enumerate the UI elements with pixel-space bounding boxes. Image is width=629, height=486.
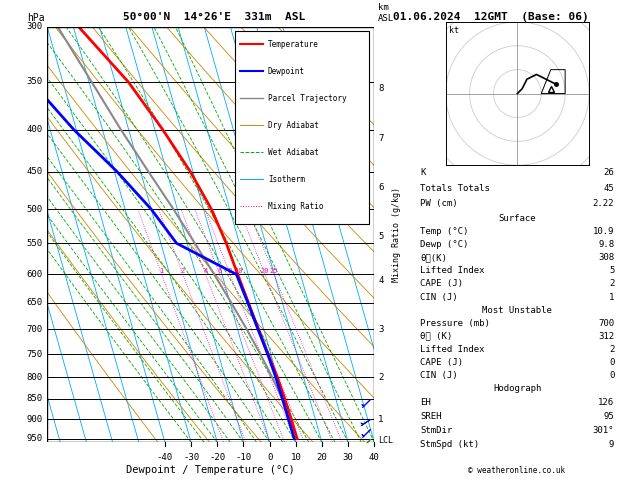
Text: 301°: 301° [593,426,615,435]
Text: 308: 308 [598,253,615,262]
Text: 950: 950 [26,434,42,443]
Text: 700: 700 [598,319,615,328]
Text: 0: 0 [267,452,272,462]
Text: 1: 1 [609,293,615,302]
Text: Hodograph: Hodograph [493,384,542,393]
Text: θᴜ (K): θᴜ (K) [420,331,453,341]
Text: StmSpd (kt): StmSpd (kt) [420,440,479,450]
Text: 20: 20 [316,452,327,462]
Text: LCL: LCL [378,436,393,445]
Text: 312: 312 [598,331,615,341]
Text: Wet Adiabat: Wet Adiabat [268,148,319,157]
Text: Temperature: Temperature [268,40,319,49]
Text: 9: 9 [609,440,615,450]
Text: CIN (J): CIN (J) [420,293,458,302]
Text: 10: 10 [234,268,243,275]
Text: 01.06.2024  12GMT  (Base: 06): 01.06.2024 12GMT (Base: 06) [392,12,589,22]
Text: CIN (J): CIN (J) [420,370,458,380]
Text: 6: 6 [218,268,222,275]
Text: Mixing Ratio (g/kg): Mixing Ratio (g/kg) [392,187,401,282]
Text: 5: 5 [378,232,384,241]
Text: 2: 2 [609,345,615,354]
Text: 2: 2 [181,268,185,275]
Text: -40: -40 [157,452,173,462]
Text: 0: 0 [609,358,615,366]
Text: 30: 30 [343,452,353,462]
Text: Lifted Index: Lifted Index [420,266,485,275]
Text: 0: 0 [609,370,615,380]
Text: 4: 4 [204,268,208,275]
Text: -30: -30 [183,452,199,462]
Text: © weatheronline.co.uk: © weatheronline.co.uk [469,466,565,475]
Text: SREH: SREH [420,412,442,421]
Text: 800: 800 [26,373,42,382]
Text: 850: 850 [26,394,42,403]
Text: Lifted Index: Lifted Index [420,345,485,354]
Text: 550: 550 [26,239,42,248]
Text: 5: 5 [609,266,615,275]
Text: 500: 500 [26,205,42,214]
Text: 9.8: 9.8 [598,240,615,249]
Text: 8: 8 [378,85,384,93]
Text: Dewpoint / Temperature (°C): Dewpoint / Temperature (°C) [126,465,295,475]
Text: 10: 10 [291,452,301,462]
Text: Dewpoint: Dewpoint [268,67,305,76]
Text: CAPE (J): CAPE (J) [420,358,464,366]
Text: 26: 26 [604,169,615,177]
Text: 25: 25 [270,268,278,275]
Text: 50°00'N  14°26'E  331m  ASL: 50°00'N 14°26'E 331m ASL [123,12,305,22]
Text: 1: 1 [160,268,164,275]
Text: 20: 20 [261,268,269,275]
Text: 3: 3 [378,325,384,334]
Text: 400: 400 [26,125,42,134]
Text: PW (cm): PW (cm) [420,199,458,208]
Text: 1: 1 [378,415,384,424]
Text: hPa: hPa [28,13,45,22]
Text: -10: -10 [235,452,252,462]
Text: Pressure (mb): Pressure (mb) [420,319,490,328]
Text: Parcel Trajectory: Parcel Trajectory [268,94,347,103]
Text: 10.9: 10.9 [593,226,615,236]
Text: 750: 750 [26,349,42,359]
Text: Totals Totals: Totals Totals [420,184,490,193]
Text: 700: 700 [26,325,42,334]
Text: 350: 350 [26,77,42,87]
Text: Dewp (°C): Dewp (°C) [420,240,469,249]
Text: 650: 650 [26,298,42,308]
Text: Dry Adiabat: Dry Adiabat [268,121,319,130]
Text: 300: 300 [26,22,42,31]
Text: kt: kt [448,26,459,35]
Text: 45: 45 [604,184,615,193]
Text: EH: EH [420,398,431,407]
Text: CAPE (J): CAPE (J) [420,279,464,289]
Text: Temp (°C): Temp (°C) [420,226,469,236]
Text: Surface: Surface [499,213,536,223]
Text: Isotherm: Isotherm [268,175,305,184]
Text: 95: 95 [604,412,615,421]
Text: θᴜ(K): θᴜ(K) [420,253,447,262]
Text: 126: 126 [598,398,615,407]
Text: km
ASL: km ASL [377,3,394,22]
Text: 2: 2 [378,373,384,382]
Text: K: K [420,169,426,177]
Text: 8: 8 [228,268,232,275]
Bar [47,27,374,442]
Text: 7: 7 [378,134,384,143]
Text: 4: 4 [378,276,384,285]
Text: 450: 450 [26,167,42,176]
Text: -20: -20 [209,452,225,462]
Text: 900: 900 [26,415,42,424]
Text: 40: 40 [369,452,380,462]
Text: 600: 600 [26,270,42,279]
Text: Most Unstable: Most Unstable [482,306,552,315]
Text: Mixing Ratio: Mixing Ratio [268,202,323,211]
Text: StmDir: StmDir [420,426,453,435]
Text: 2: 2 [609,279,615,289]
Text: 2.22: 2.22 [593,199,615,208]
Text: 6: 6 [378,183,384,191]
FancyBboxPatch shape [235,31,369,224]
